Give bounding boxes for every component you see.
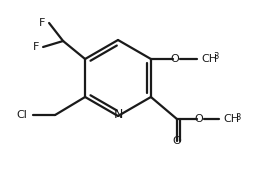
Text: 3: 3 (213, 53, 218, 62)
Text: 3: 3 (235, 112, 240, 122)
Text: F: F (33, 42, 39, 52)
Text: Cl: Cl (16, 110, 27, 120)
Text: O: O (194, 114, 203, 124)
Text: CH: CH (201, 54, 217, 64)
Text: F: F (39, 18, 45, 28)
Text: N: N (113, 109, 123, 122)
Text: CH: CH (223, 114, 239, 124)
Text: O: O (171, 54, 179, 64)
Text: O: O (173, 136, 181, 146)
